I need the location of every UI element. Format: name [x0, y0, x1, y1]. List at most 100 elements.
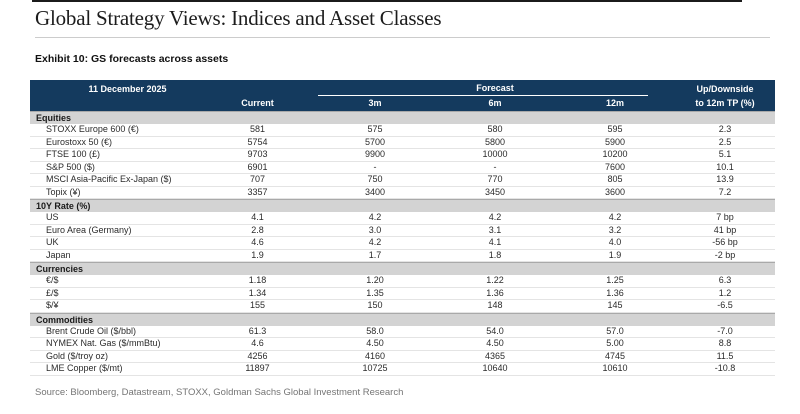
cell-m12: 1.36	[606, 287, 624, 298]
row-label: €/$	[46, 275, 59, 286]
table-row: LME Copper ($/mt) 11897 10725 10640 10610 -10…	[30, 363, 775, 376]
row-label: LME Copper ($/mt)	[46, 363, 123, 374]
table-row: Gold ($/troy oz) 4256 4160 4365 4745 11.5	[30, 350, 775, 363]
cell-updown: 41 bp	[713, 224, 737, 235]
cell-updown: 2.5	[718, 136, 732, 147]
section-header-equities: Equities	[30, 111, 775, 124]
cell-m3: 575	[367, 124, 383, 135]
cell-m6: 4.1	[488, 237, 502, 248]
cell-current: 4.1	[251, 212, 264, 223]
cell-updown: -7.0	[717, 325, 733, 336]
cell-updown: 1.2	[718, 287, 732, 298]
cell-updown: 13.9	[716, 174, 734, 185]
top-rule	[32, 0, 742, 2]
section-header-10y-rate: 10Y Rate (%)	[30, 199, 775, 212]
header-6m: 6m	[488, 97, 502, 108]
cell-current: 155	[249, 300, 266, 311]
table-row: MSCI Asia-Pacific Ex-Japan ($) 707 750 770 8…	[30, 174, 775, 187]
cell-m12: 4.2	[608, 212, 622, 223]
cell-current: 3357	[247, 186, 268, 197]
title-divider	[35, 37, 770, 38]
cell-m3: 3400	[364, 186, 386, 197]
cell-updown: 7 bp	[716, 212, 734, 223]
cell-current: 4256	[247, 350, 268, 361]
cell-m3: 3.0	[368, 224, 382, 235]
cell-m6: -	[493, 161, 497, 172]
cell-m12: 1.25	[606, 275, 624, 286]
cell-m3: 9900	[364, 149, 386, 160]
cell-m6: 148	[487, 300, 503, 311]
row-label: S&P 500 ($)	[46, 161, 95, 172]
cell-m3: 4160	[364, 350, 386, 361]
cell-current: 11897	[245, 363, 270, 374]
cell-m12: 4745	[604, 350, 626, 361]
cell-m12: 5900	[604, 136, 626, 147]
cell-m12: 57.0	[606, 325, 624, 336]
table-body: Equities STOXX Europe 600 (€) 581 575 580 595…	[30, 111, 775, 376]
cell-m6: 770	[487, 174, 503, 185]
table-row: UK 4.6 4.2 4.1 4.0 -56 bp	[30, 237, 775, 250]
page-title: Global Strategy Views: Indices and Asset…	[35, 6, 442, 30]
table-row: Japan 1.9 1.7 1.8 1.9 -2 bp	[30, 249, 775, 262]
table-row: €/$ 1.18 1.20 1.22 1.25 6.3	[30, 275, 775, 288]
table-row: US 4.1 4.2 4.2 4.2 7 bp	[30, 212, 775, 225]
cell-updown: -6.5	[717, 300, 733, 311]
row-label: MSCI Asia-Pacific Ex-Japan ($)	[46, 174, 172, 185]
cell-m6: 3.1	[488, 224, 502, 235]
cell-m3: 1.35	[366, 287, 384, 298]
cell-m6: 54.0	[486, 325, 504, 336]
header-12m: 12m	[605, 97, 624, 108]
cell-m6: 4.2	[488, 212, 502, 223]
cell-updown: 5.1	[718, 149, 732, 160]
cell-updown: -10.8	[714, 363, 736, 374]
cell-current: 9703	[247, 149, 268, 160]
cell-m12: 4.0	[608, 237, 622, 248]
cell-current: 1.18	[248, 275, 267, 286]
cell-m3: 1.7	[368, 249, 382, 260]
cell-m12: 595	[607, 124, 623, 135]
section-header-commodities: Commodities	[30, 312, 775, 326]
cell-m6: 10000	[482, 149, 508, 160]
row-label: Euro Area (Germany)	[46, 224, 132, 235]
row-label: US	[46, 212, 59, 223]
cell-updown: 2.3	[718, 124, 732, 135]
cell-current: 1.9	[251, 249, 264, 260]
cell-current: 581	[249, 124, 266, 135]
cell-m6: 10640	[482, 363, 508, 374]
row-label: Brent Crude Oil ($/bbl)	[46, 325, 137, 336]
cell-m3: 1.20	[366, 275, 384, 286]
forecast-table: 11 December 2025 Forecast Up/Downside Cu…	[30, 80, 775, 376]
table-row: £/$ 1.34 1.35 1.36 1.36 1.2	[30, 287, 775, 300]
cell-m6: 5800	[484, 136, 506, 147]
cell-m6: 1.22	[486, 275, 504, 286]
cell-m6: 3450	[484, 186, 506, 197]
cell-m12: 7600	[604, 161, 626, 172]
cell-m12: 145	[607, 300, 623, 311]
cell-m12: 1.9	[608, 249, 622, 260]
source-note: Source: Bloomberg, Datastream, STOXX, Go…	[35, 387, 404, 398]
cell-m3: -	[373, 161, 377, 172]
cell-current: 2.8	[251, 224, 264, 235]
row-label: Topix (¥)	[46, 186, 81, 197]
cell-current: 5754	[247, 136, 268, 147]
cell-m6: 580	[487, 124, 503, 135]
cell-updown: 6.3	[718, 275, 732, 286]
row-label: Gold ($/troy oz)	[46, 350, 109, 361]
cell-updown: 7.2	[718, 186, 732, 197]
cell-m3: 4.50	[366, 338, 384, 349]
cell-m3: 750	[367, 174, 383, 185]
cell-current: 6901	[247, 161, 268, 172]
cell-m12: 10610	[602, 363, 628, 374]
table-row: NYMEX Nat. Gas ($/mmBtu) 4.6 4.50 4.50 5.00 8…	[30, 338, 775, 351]
cell-m12: 805	[607, 174, 623, 185]
row-label: FTSE 100 (£)	[46, 149, 101, 160]
cell-current: 61.3	[248, 325, 267, 336]
section-header-currencies: Currencies	[30, 262, 775, 275]
cell-m6: 1.36	[486, 287, 504, 298]
cell-current: 4.6	[251, 338, 264, 349]
cell-m12: 5.00	[606, 338, 624, 349]
cell-updown: 8.8	[718, 338, 732, 349]
cell-updown: -56 bp	[712, 237, 738, 248]
table-header: 11 December 2025 Forecast Up/Downside Cu…	[30, 80, 775, 111]
forecast-underline	[318, 95, 648, 96]
